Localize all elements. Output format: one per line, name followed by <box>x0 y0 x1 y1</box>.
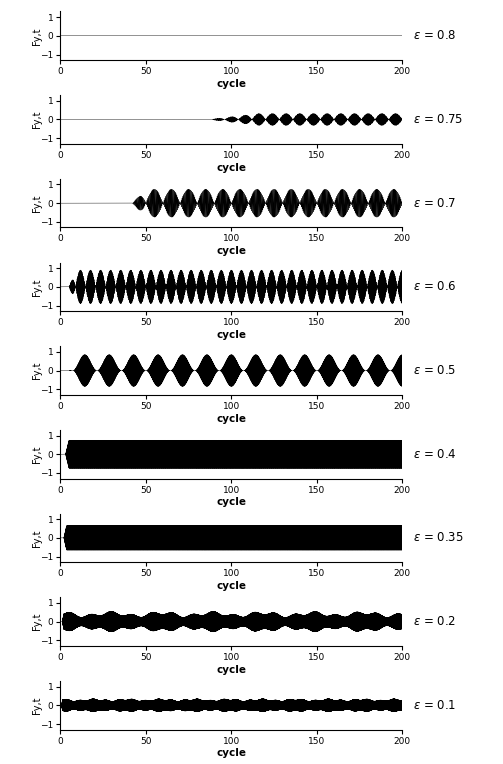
Text: $\varepsilon$ = 0.2: $\varepsilon$ = 0.2 <box>412 615 455 628</box>
Text: $\varepsilon$ = 0.75: $\varepsilon$ = 0.75 <box>412 113 463 126</box>
Text: $\varepsilon$ = 0.35: $\varepsilon$ = 0.35 <box>412 532 463 545</box>
X-axis label: cycle: cycle <box>216 749 246 759</box>
Text: $\varepsilon$ = 0.5: $\varepsilon$ = 0.5 <box>412 364 456 377</box>
X-axis label: cycle: cycle <box>216 413 246 423</box>
X-axis label: cycle: cycle <box>216 79 246 89</box>
Y-axis label: Fy,t: Fy,t <box>32 613 42 630</box>
Text: $\varepsilon$ = 0.7: $\varepsilon$ = 0.7 <box>412 196 455 209</box>
X-axis label: cycle: cycle <box>216 581 246 591</box>
Text: $\varepsilon$ = 0.1: $\varepsilon$ = 0.1 <box>412 699 456 712</box>
Y-axis label: Fy,t: Fy,t <box>32 111 42 128</box>
X-axis label: cycle: cycle <box>216 665 246 675</box>
X-axis label: cycle: cycle <box>216 163 246 173</box>
Text: $\varepsilon$ = 0.4: $\varepsilon$ = 0.4 <box>412 448 456 461</box>
Y-axis label: Fy,t: Fy,t <box>32 194 42 212</box>
Text: $\varepsilon$ = 0.6: $\varepsilon$ = 0.6 <box>412 280 456 293</box>
Y-axis label: Fy,t: Fy,t <box>32 697 42 714</box>
Y-axis label: Fy,t: Fy,t <box>32 445 42 463</box>
Y-axis label: Fy,t: Fy,t <box>32 362 42 379</box>
Text: $\varepsilon$ = 0.8: $\varepsilon$ = 0.8 <box>412 29 456 42</box>
Y-axis label: Fy,t: Fy,t <box>32 529 42 547</box>
X-axis label: cycle: cycle <box>216 330 246 340</box>
Y-axis label: Fy,t: Fy,t <box>32 278 42 296</box>
X-axis label: cycle: cycle <box>216 246 246 256</box>
X-axis label: cycle: cycle <box>216 497 246 507</box>
Y-axis label: Fy,t: Fy,t <box>32 27 42 44</box>
